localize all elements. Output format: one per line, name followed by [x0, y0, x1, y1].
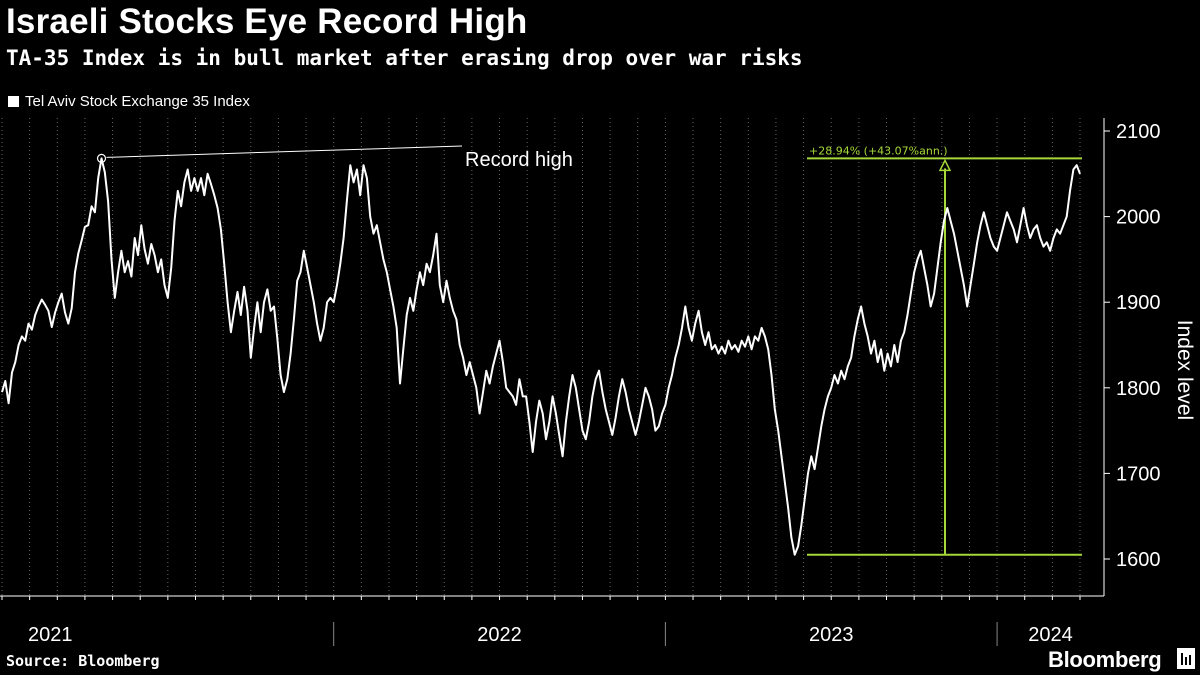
y-tick-label: 1800	[1116, 378, 1161, 400]
bloomberg-mark-icon	[1177, 648, 1195, 669]
record-high-label: Record high	[465, 149, 573, 171]
record-high-leader	[106, 145, 463, 158]
y-tick-label: 2000	[1116, 207, 1161, 229]
source-note: Source: Bloomberg	[6, 652, 160, 670]
annotations: Record high +28.94% (+43.07%ann.)	[96, 144, 1082, 556]
y-tick-label: 1900	[1116, 292, 1161, 314]
x-tick-label: 2023	[809, 624, 854, 646]
gain-label: +28.94% (+43.07%ann.)	[809, 144, 948, 157]
y-tick-label: 1600	[1116, 549, 1161, 571]
grid	[1, 118, 1081, 596]
legend-label: Tel Aviv Stock Exchange 35 Index	[25, 93, 250, 110]
x-tick-label: 2021	[28, 624, 73, 646]
x-tick-label: 2024	[1028, 624, 1073, 646]
chart-subtitle: TA-35 Index is in bull market after eras…	[6, 46, 803, 70]
y-tick-label: 2100	[1116, 121, 1161, 143]
y-axis: 1600 1700 1800 1900 2000 2100	[1103, 118, 1161, 596]
x-tick-label: 2022	[477, 624, 522, 646]
legend: Tel Aviv Stock Exchange 35 Index	[8, 93, 250, 110]
bloomberg-logo: Bloomberg	[1048, 647, 1162, 672]
x-axis: 2021 2022 2023 2024	[0, 595, 1104, 646]
legend-swatch	[8, 96, 19, 107]
chart-title: Israeli Stocks Eye Record High	[6, 2, 528, 41]
y-tick-label: 1700	[1116, 463, 1161, 485]
series-line-ta35	[1, 157, 1081, 556]
y-axis-title: Index level	[1173, 320, 1196, 420]
gain-arrow-head	[938, 158, 952, 172]
